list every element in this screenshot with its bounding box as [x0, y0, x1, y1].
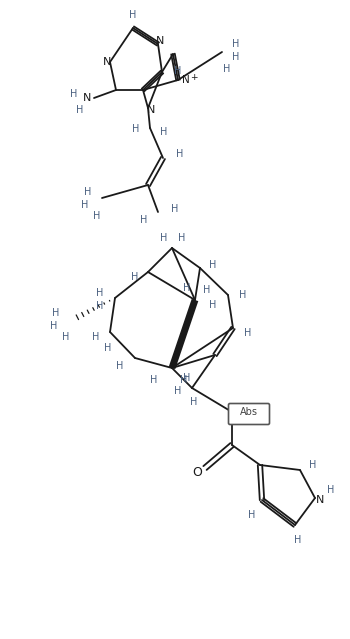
Text: H: H	[52, 308, 60, 318]
Text: H: H	[327, 485, 335, 495]
Text: H: H	[183, 373, 191, 383]
Text: H: H	[248, 510, 256, 520]
Text: H: H	[180, 375, 188, 385]
Text: Abs: Abs	[240, 407, 258, 417]
Text: H: H	[81, 200, 89, 210]
Text: N: N	[147, 105, 155, 115]
Text: H: H	[209, 260, 217, 270]
Text: H: H	[92, 332, 100, 342]
Text: H: H	[76, 105, 84, 115]
Text: H: H	[132, 124, 140, 134]
Text: H: H	[309, 460, 317, 470]
Text: H: H	[131, 272, 139, 282]
Text: H: H	[209, 300, 217, 310]
Text: H: H	[244, 328, 252, 338]
Text: H: H	[129, 10, 137, 20]
Text: H: H	[160, 127, 168, 137]
Text: H: H	[223, 64, 231, 74]
Text: H: H	[70, 89, 78, 99]
Text: H: H	[239, 290, 247, 300]
Text: H: H	[140, 215, 148, 225]
Text: N: N	[103, 57, 111, 67]
Text: H: H	[232, 39, 240, 49]
Text: H: H	[171, 204, 179, 214]
Text: H: H	[183, 283, 191, 293]
Text: H: H	[160, 233, 168, 243]
Text: H: H	[116, 361, 124, 371]
Text: H: H	[104, 343, 112, 353]
Text: H: H	[50, 321, 58, 331]
Text: N: N	[83, 93, 91, 103]
Text: H: H	[150, 375, 158, 385]
Text: H: H	[176, 149, 184, 159]
Text: N: N	[316, 495, 324, 505]
Text: H: H	[174, 386, 182, 396]
Text: +: +	[190, 72, 198, 82]
FancyBboxPatch shape	[229, 403, 270, 424]
Text: H: H	[96, 288, 104, 298]
Text: H: H	[203, 285, 211, 295]
Text: H: H	[93, 211, 101, 221]
Text: H: H	[294, 535, 302, 545]
Text: H: H	[178, 233, 186, 243]
Text: H: H	[232, 52, 240, 62]
Text: H: H	[62, 332, 70, 342]
Text: H: H	[190, 397, 198, 407]
Text: N: N	[156, 36, 164, 46]
Text: H: H	[84, 187, 92, 197]
Text: H: H	[174, 66, 182, 76]
Text: O: O	[192, 466, 202, 479]
Text: H: H	[96, 301, 104, 311]
Text: N: N	[182, 75, 190, 85]
